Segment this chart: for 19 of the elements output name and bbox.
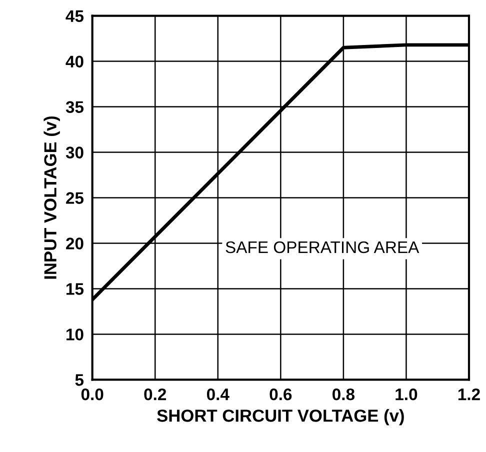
y-tick-label: 45 xyxy=(66,10,84,22)
x-tick-label: 0.4 xyxy=(206,388,230,400)
annotation: SAFE OPERATING AREA xyxy=(226,241,420,254)
x-tick-label: 1.2 xyxy=(458,388,480,400)
y-axis-title: INPUT VOLTAGE (v) xyxy=(44,116,60,279)
x-tick-label: 0.6 xyxy=(270,388,292,400)
x-axis-title: SHORT CIRCUIT VOLTAGE (v) xyxy=(157,409,404,426)
x-tick-label: 0.8 xyxy=(332,388,355,400)
y-tick-label: 35 xyxy=(66,101,84,114)
x-tick-label: 0.2 xyxy=(144,388,166,400)
y-tick-label: 20 xyxy=(66,238,84,250)
y-tick-label: 10 xyxy=(66,328,84,340)
y-tick-label: 40 xyxy=(66,56,84,68)
x-tick-label: 0.0 xyxy=(81,388,104,400)
x-tick-label: 1.0 xyxy=(396,388,418,400)
y-tick-label: 15 xyxy=(66,283,84,295)
y-tick-label: 30 xyxy=(66,146,84,158)
y-tick-label: 25 xyxy=(66,192,84,204)
y-tick-label: 5 xyxy=(75,374,84,386)
